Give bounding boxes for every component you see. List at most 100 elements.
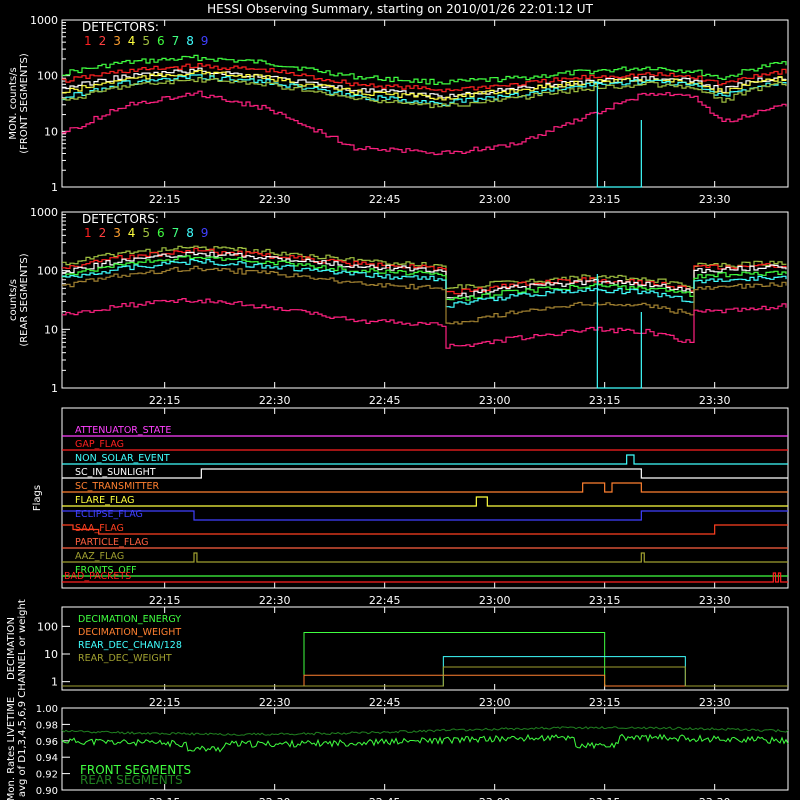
decimation-panel-xtick-label: 23:15	[589, 696, 621, 709]
livetime-panel-legend-front: FRONT SEGMENTS	[80, 763, 191, 777]
flags-panel-flag-label-6: FLARE_FLAG	[75, 495, 135, 506]
decimation-panel-xtick-label: 22:30	[259, 696, 291, 709]
livetime-panel-xtick-label: 23:15	[589, 796, 621, 800]
decimation-panel-ylabel: DECIMATION	[6, 617, 17, 680]
decimation-panel-frame	[61, 606, 789, 691]
livetime-panel-ytick-label: 0.92	[36, 770, 58, 781]
flags-panel-flag-label-5: SC_TRANSMITTER	[75, 481, 160, 492]
decimation-panel-xtick-label: 23:00	[479, 696, 511, 709]
decimation-panel-legend-3: REAR_DEC_CHAN/128	[78, 640, 182, 651]
flags-panel-flag-label-7: ECLIPSE_FLAG	[75, 509, 143, 520]
livetime-panel-xtick-label: 23:30	[699, 796, 731, 800]
flags-panel-flag-line-10	[62, 552, 788, 563]
livetime-panel-ylabel: avg of D1,3,4,5,6,9	[17, 701, 28, 797]
rate-panel-2-xtick-label: 23:30	[699, 394, 731, 407]
livetime-panel-ytick-label: 0.96	[36, 737, 58, 748]
rate-panel-2-series-6	[62, 265, 787, 325]
rate-panel-2-ylabel: counts/s	[8, 279, 19, 321]
rate-panel-2-series-4	[62, 255, 787, 301]
flags-panel-xtick-label: 23:30	[699, 594, 731, 607]
rate-panel-2-legend-title: DETECTORS:	[82, 212, 159, 226]
rate-panel-1-ylabel: (FRONT SEGMENTS)	[19, 53, 30, 154]
flags-panel-flag-line-12	[62, 572, 788, 583]
flags-panel-flag-label-4: SC_IN_SUNLIGHT	[75, 467, 156, 478]
rate-panel-1-series-5	[62, 74, 787, 107]
rate-panel-2-ylabel: (REAR SEGMENTS)	[19, 253, 30, 346]
flags-panel-xtick-label: 22:15	[149, 594, 181, 607]
flags-panel-flag-label-1: ATTENUATOR_STATE	[75, 425, 171, 436]
rate-panel-1-xtick-label: 23:15	[589, 193, 621, 206]
rate-panel-2-legend-item-2: 2	[99, 226, 107, 240]
rate-panel-1-ytick-label: 10	[44, 125, 58, 138]
rate-panel-2-legend-item-9: 9	[201, 226, 209, 240]
flags-panel-flag-line-7	[62, 510, 788, 521]
flags-panel-flag-label-2: GAP_FLAG	[75, 439, 124, 450]
decimation-panel-ylabel: CHANNEL or weight	[17, 599, 28, 698]
flags-panel-xtick-label: 23:00	[479, 594, 511, 607]
rate-panel-1-legend-item-3: 3	[113, 34, 121, 48]
rate-panel-2-series-2	[62, 247, 787, 295]
rate-panel-1-xtick-label: 23:00	[479, 193, 511, 206]
rate-panel-1-legend-item-8: 8	[186, 34, 194, 48]
livetime-panel-ytick-label: 0.90	[36, 786, 58, 797]
flags-panel-flag-label-8: SAA_FLAG	[75, 523, 124, 534]
flags-panel-xtick-label: 22:30	[259, 594, 291, 607]
rate-panel-1-legend-item-1: 1	[84, 34, 92, 48]
flags-panel-flag-line-6	[62, 496, 788, 507]
decimation-panel-trace-4	[62, 666, 788, 687]
rate-panel-2-ytick-label: 1	[51, 382, 58, 395]
flags-panel-xtick-label: 23:15	[589, 594, 621, 607]
livetime-panel-frame	[61, 707, 789, 791]
decimation-panel-ytick-label: 100	[37, 620, 58, 633]
flags-panel-flag-label-9: PARTICLE_FLAG	[75, 537, 148, 548]
rate-panel-2-series-5	[62, 259, 787, 308]
rate-panel-2-legend-item-1: 1	[84, 226, 92, 240]
flags-panel-flag-line-8	[62, 524, 788, 535]
rate-panel-1-ylabel: MON. counts/s	[8, 67, 19, 139]
rate-panel-2-xtick-label: 23:00	[479, 394, 511, 407]
livetime-panel-rear-trace	[61, 726, 789, 736]
rate-panel-1-legend-item-2: 2	[99, 34, 107, 48]
rate-panel-2-legend-item-8: 8	[186, 226, 194, 240]
livetime-panel-xtick-label: 23:00	[479, 796, 511, 800]
rate-panel-2-legend-item-3: 3	[113, 226, 121, 240]
rate-panel-1-xtick-label: 22:30	[259, 193, 291, 206]
decimation-panel-trace-3	[62, 674, 788, 687]
rate-panel-2-legend-item-7: 7	[172, 226, 180, 240]
rate-panel-1-xtick-label: 22:15	[149, 193, 181, 206]
rate-panel-2-xtick-label: 22:30	[259, 394, 291, 407]
rate-panel-1-series-1	[62, 54, 787, 85]
flags-panel-flag-label-12: BAD_PACKETS	[64, 571, 131, 582]
flags-panel-frame	[61, 407, 789, 589]
rate-panel-1-series-6	[62, 77, 787, 109]
rate-panel-2-legend-item-5: 5	[142, 226, 150, 240]
rate-panel-1-legend-item-4: 4	[128, 34, 136, 48]
rate-panel-1-frame	[61, 19, 789, 188]
flags-panel-flag-label-11: FRONTS_OFF	[75, 565, 137, 576]
decimation-panel-legend-2: DECIMATION_WEIGHT	[78, 627, 181, 638]
decimation-panel-ytick-label: 10	[44, 648, 58, 661]
livetime-panel-legend-rear: REAR SEGMENTS	[80, 773, 183, 787]
livetime-panel-xtick-label: 22:15	[149, 796, 181, 800]
livetime-panel-ytick-label: 0.94	[36, 753, 58, 764]
decimation-panel-legend-4: REAR_DEC_WEIGHT	[78, 653, 172, 664]
rate-panel-2-ytick-label: 10	[44, 323, 58, 336]
rate-panel-1-legend-item-7: 7	[172, 34, 180, 48]
rate-panel-2-xtick-label: 22:15	[149, 394, 181, 407]
rate-panel-1-legend-item-9: 9	[201, 34, 209, 48]
rate-panel-1-series-2	[62, 63, 787, 93]
decimation-panel-ytick-label: 1	[51, 676, 58, 689]
livetime-panel-ytick-label: 0.98	[36, 720, 58, 731]
decimation-panel-xtick-label: 22:45	[369, 696, 401, 709]
livetime-panel-xtick-label: 22:30	[259, 796, 291, 800]
flags-panel-flag-line-3	[62, 454, 788, 465]
rate-panel-1-xtick-label: 23:30	[699, 193, 731, 206]
rate-panel-2-series-1	[62, 245, 787, 290]
decimation-panel-xtick-label: 23:30	[699, 696, 731, 709]
rate-panel-2-cyan-dropout	[596, 274, 642, 389]
flags-panel-flag-line-4	[62, 468, 788, 479]
livetime-panel-ytick-label: 1.00	[36, 704, 58, 715]
rate-panel-1-legend-item-6: 6	[157, 34, 165, 48]
